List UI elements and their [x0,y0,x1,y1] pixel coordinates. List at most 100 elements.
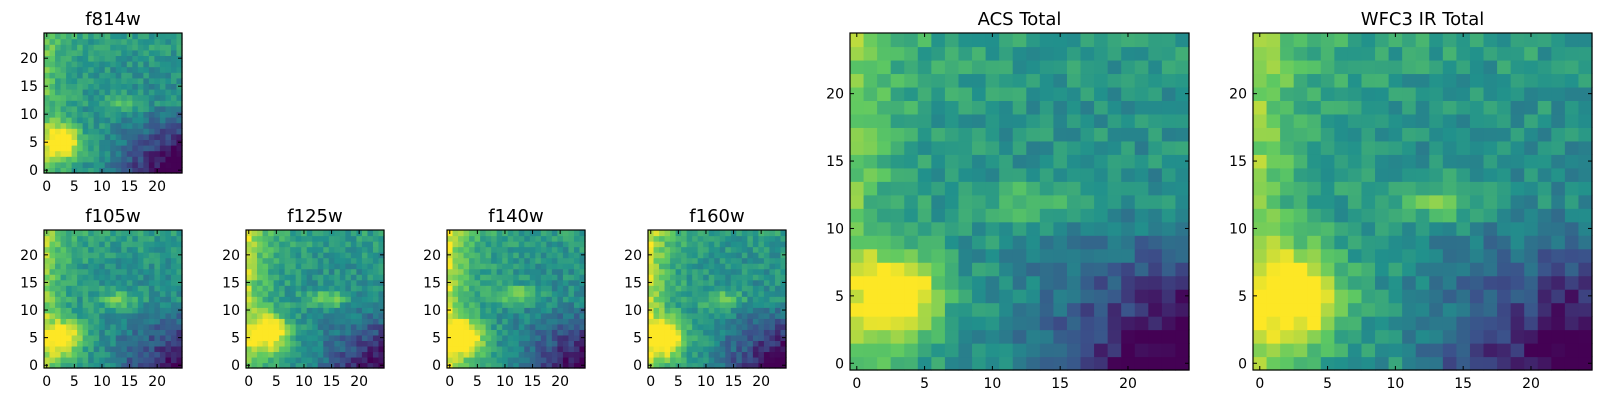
heatmap-cell [958,100,973,115]
heatmap-cell [1039,86,1054,101]
heatmap-cell [686,290,693,297]
heatmap-cell [257,323,264,330]
heatmap-cell [268,340,275,347]
heatmap-cell [863,86,878,101]
heatmap-cell [88,94,95,101]
heatmap-cell [469,351,476,358]
heatmap-cell [507,345,514,353]
heatmap-cell [469,329,476,336]
heatmap-cell [143,285,150,292]
heatmap-cell [958,262,973,277]
heatmap-cell [284,246,291,253]
heatmap-cell [985,221,1000,236]
y-tick-label: 15 [20,275,38,291]
heatmap-cell [917,235,932,250]
heatmap-cell [1134,33,1149,48]
heatmap-cell [719,235,726,242]
heatmap-cell [1456,86,1471,101]
heatmap-cell [159,362,167,369]
heatmap-cell [769,362,776,369]
heatmap-cell [513,312,520,319]
heatmap-cell [121,38,128,45]
heatmap-cell [306,340,313,347]
heatmap-cell [491,345,498,353]
heatmap-cell [513,296,520,303]
heatmap-cell [104,246,111,253]
heatmap-cell [480,279,487,286]
heatmap-cell [121,329,128,336]
heatmap-cell [1175,100,1190,115]
heatmap-cell [88,44,95,51]
heatmap-cell [165,356,172,364]
heatmap-cell [1080,262,1095,277]
heatmap-cell [279,263,286,270]
heatmap-cell [1551,86,1566,101]
heatmap-cell [653,246,660,253]
heatmap-cell [1442,275,1457,290]
heatmap-cell [769,296,776,303]
heatmap-cell [518,285,525,292]
heatmap-cell [99,133,106,140]
heatmap-cell [99,38,106,45]
heatmap-cell [568,290,575,297]
heatmap-cell [1107,167,1122,182]
heatmap-cell [312,323,319,330]
heatmap-cell [469,235,476,242]
heatmap-cell [99,44,106,51]
heatmap-cell [1551,302,1566,317]
heatmap-cell [154,139,161,146]
heatmap-cell [159,241,167,248]
y-tick-label: 20 [826,87,844,103]
heatmap-cell [730,290,737,297]
heatmap-cell [1253,46,1268,61]
heatmap-cell [958,208,973,223]
heatmap-cell [1026,154,1041,169]
heatmap-cell [999,329,1014,344]
heatmap-cell [692,362,699,369]
heatmap-cell [159,133,167,140]
heatmap-cell [55,230,62,237]
heatmap-cell [82,340,89,347]
heatmap-cell [1537,73,1552,88]
heatmap-cell [339,301,346,308]
heatmap-cell [176,257,183,264]
heatmap-cell [551,356,558,364]
heatmap-cell [917,289,932,304]
heatmap-cell [573,257,581,264]
heatmap-cell [703,345,710,353]
heatmap-cell [93,362,100,369]
heatmap-cell [675,279,682,286]
heatmap-cell [121,145,128,152]
heatmap-cell [367,362,374,369]
heatmap-cell [1293,127,1308,142]
heatmap-cell [60,345,67,353]
heatmap-cell [121,105,128,112]
heatmap-cell [110,290,117,297]
heatmap-cell [1134,208,1149,223]
heatmap-cell [1442,86,1457,101]
heatmap-cell [557,241,564,248]
heatmap-cell [485,323,492,330]
heatmap-cell [1094,140,1109,155]
heatmap-cell [99,105,106,112]
heatmap-cell [1469,343,1485,358]
heatmap-cell [540,312,547,319]
heatmap-cell [110,263,117,270]
heatmap-cell [653,290,660,297]
heatmap-cell [1175,302,1190,317]
heatmap-cell [562,340,570,347]
heatmap-cell [763,230,771,237]
heatmap-cell [1253,235,1268,250]
heatmap-cell [1578,356,1593,371]
heatmap-cell [77,111,84,118]
heatmap-cell [502,241,509,248]
heatmap-cell [719,246,726,253]
heatmap-cell [1564,86,1580,101]
heatmap-cell [1497,302,1512,317]
heatmap-cell [1134,356,1149,371]
heatmap-cell [66,257,73,264]
heatmap-cell [659,318,666,325]
heatmap-cell [284,312,291,319]
y-tick-label: 0 [633,358,642,374]
